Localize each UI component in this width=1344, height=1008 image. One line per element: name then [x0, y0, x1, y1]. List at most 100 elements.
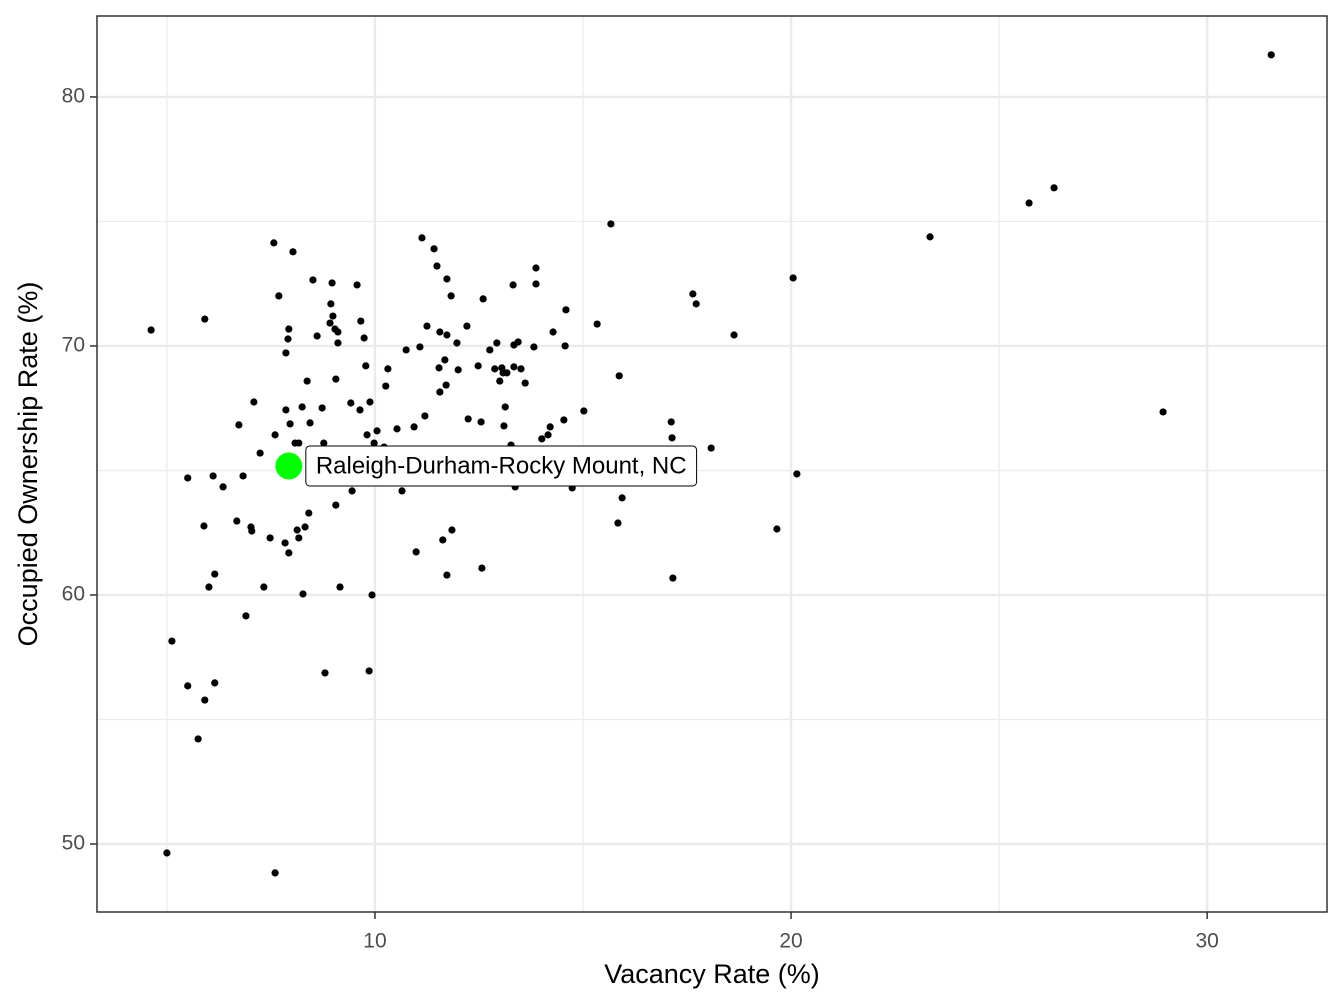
point: [348, 487, 356, 495]
point: [363, 431, 371, 439]
point: [147, 326, 155, 334]
point: [256, 449, 264, 457]
point: [402, 346, 410, 354]
point: [299, 590, 307, 598]
point: [318, 404, 326, 412]
point: [689, 290, 697, 298]
point: [463, 322, 471, 330]
point: [347, 399, 355, 407]
point: [546, 423, 554, 431]
point: [373, 427, 381, 435]
point: [242, 612, 250, 620]
point: [321, 669, 329, 677]
point: [382, 382, 390, 390]
point: [496, 377, 504, 385]
point: [474, 362, 482, 370]
point: [418, 234, 426, 242]
point: [669, 574, 677, 582]
point: [398, 487, 406, 495]
point: [433, 262, 441, 270]
point: [1159, 408, 1167, 416]
point: [282, 349, 290, 357]
point: [435, 364, 443, 372]
point: [436, 328, 444, 336]
point: [501, 403, 509, 411]
y-tick-label: 60: [62, 583, 85, 606]
point: [334, 328, 342, 336]
point: [239, 472, 247, 480]
point: [305, 509, 313, 517]
point: [514, 338, 522, 346]
point: [200, 522, 208, 530]
point: [412, 548, 420, 556]
point: [194, 735, 202, 743]
point: [301, 523, 309, 531]
point: [448, 526, 456, 534]
point: [521, 379, 529, 387]
point: [309, 276, 317, 284]
point: [326, 319, 334, 327]
point: [707, 444, 715, 452]
y-axis-title: Occupied Ownership Rate (%): [13, 282, 43, 647]
point: [393, 425, 401, 433]
point: [510, 363, 518, 371]
point: [478, 564, 486, 572]
point: [1050, 184, 1058, 192]
point: [332, 501, 340, 509]
point: [336, 583, 344, 591]
point: [561, 342, 569, 350]
point: [285, 325, 293, 333]
point: [260, 583, 268, 591]
point: [532, 280, 540, 288]
point: [607, 220, 615, 228]
x-tick-label: 30: [1195, 930, 1218, 953]
point: [441, 356, 449, 364]
point: [560, 416, 568, 424]
point: [517, 365, 525, 373]
point: [282, 406, 290, 414]
point: [479, 295, 487, 303]
point: [205, 583, 213, 591]
point: [509, 281, 517, 289]
highlight-point: [275, 452, 303, 480]
point: [250, 398, 258, 406]
point: [201, 696, 209, 704]
point: [453, 339, 461, 347]
y-tick-label: 70: [62, 334, 85, 357]
point: [233, 517, 241, 525]
point: [562, 306, 570, 314]
point: [503, 369, 511, 377]
point: [365, 667, 373, 675]
point: [423, 322, 431, 330]
point: [384, 365, 392, 373]
point: [271, 869, 279, 877]
point: [464, 415, 472, 423]
point: [486, 346, 494, 354]
point: [201, 315, 209, 323]
point: [368, 591, 376, 599]
point: [443, 571, 451, 579]
axis-layer: 10 20 30 50 60 70 80: [62, 84, 1219, 952]
x-axis-title: Vacancy Rate (%): [604, 959, 820, 989]
point: [235, 421, 243, 429]
point: [353, 281, 361, 289]
point: [926, 233, 934, 241]
point: [549, 328, 557, 336]
point: [266, 534, 274, 542]
point: [447, 292, 455, 300]
x-tick-label: 20: [779, 930, 802, 953]
point: [295, 534, 303, 542]
point: [439, 536, 447, 544]
point: [1025, 199, 1033, 207]
point: [532, 264, 540, 272]
point: [334, 339, 342, 347]
point: [327, 300, 335, 308]
point: [442, 381, 450, 389]
point: [493, 339, 501, 347]
point: [285, 549, 293, 557]
x-tick-label: 10: [363, 930, 386, 953]
point: [730, 331, 738, 339]
point: [789, 274, 797, 282]
point: [692, 300, 700, 308]
